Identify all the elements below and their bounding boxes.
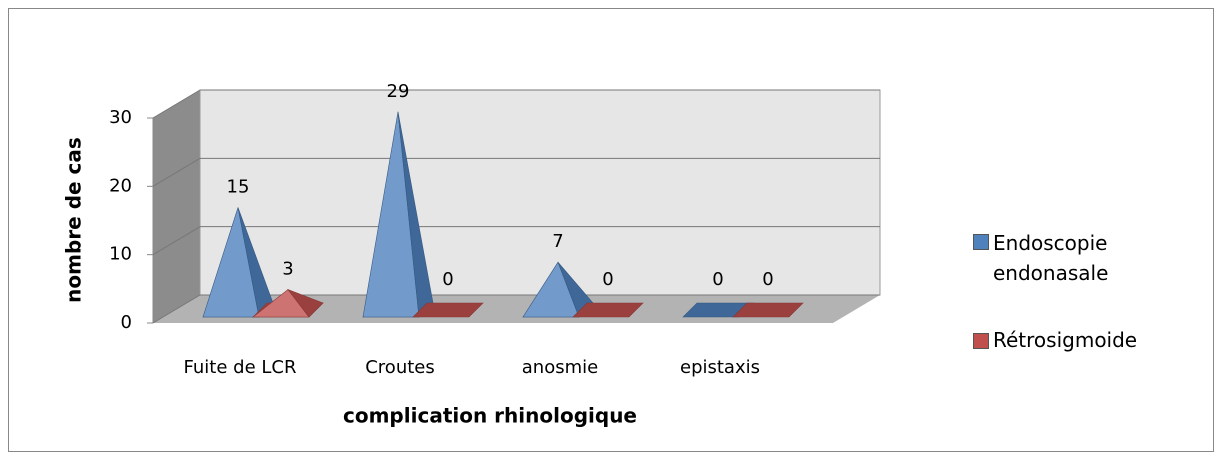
y-axis-title: nombre de cas (62, 137, 86, 303)
x-axis-title: complication rhinologique (343, 404, 637, 428)
pyramid-base (732, 302, 804, 318)
pyramid (202, 207, 274, 318)
y-tick-label: 30 (109, 107, 132, 128)
pyramid (252, 288, 324, 318)
back-wall (199, 89, 881, 296)
data-label: 15 (227, 177, 250, 198)
pyramid (732, 302, 804, 318)
y-tick-label: 20 (109, 175, 132, 196)
x-tick-label: Croutes (365, 357, 435, 378)
y-tick-label: 0 (121, 312, 132, 333)
data-label: 0 (712, 269, 723, 290)
pyramid-base (572, 302, 644, 318)
data-label: 0 (762, 269, 773, 290)
grid-line (152, 294, 201, 324)
x-tick-label: anosmie (522, 357, 598, 378)
y-tick-label: 10 (109, 244, 132, 265)
x-tick-label: epistaxis (680, 357, 760, 378)
legend-entry: Endoscopie endonasale (993, 231, 1109, 285)
data-label: 29 (387, 81, 410, 102)
grid-line (152, 89, 201, 119)
legend-swatch (973, 234, 989, 250)
grid-line (152, 226, 201, 256)
pyramid (362, 111, 434, 318)
pyramid-side (287, 288, 324, 318)
left-wall (153, 90, 200, 323)
pyramid-base (412, 302, 484, 318)
legend-swatch (973, 333, 989, 349)
data-label: 7 (552, 231, 563, 252)
legend-entry: Rétrosigmoide (993, 328, 1138, 352)
pyramid (572, 302, 644, 318)
data-label: 0 (602, 269, 613, 290)
grid-line (152, 157, 201, 187)
x-tick-label: Fuite de LCR (184, 357, 297, 378)
data-label: 3 (282, 259, 293, 280)
pyramid (412, 302, 484, 318)
data-label: 0 (442, 269, 453, 290)
